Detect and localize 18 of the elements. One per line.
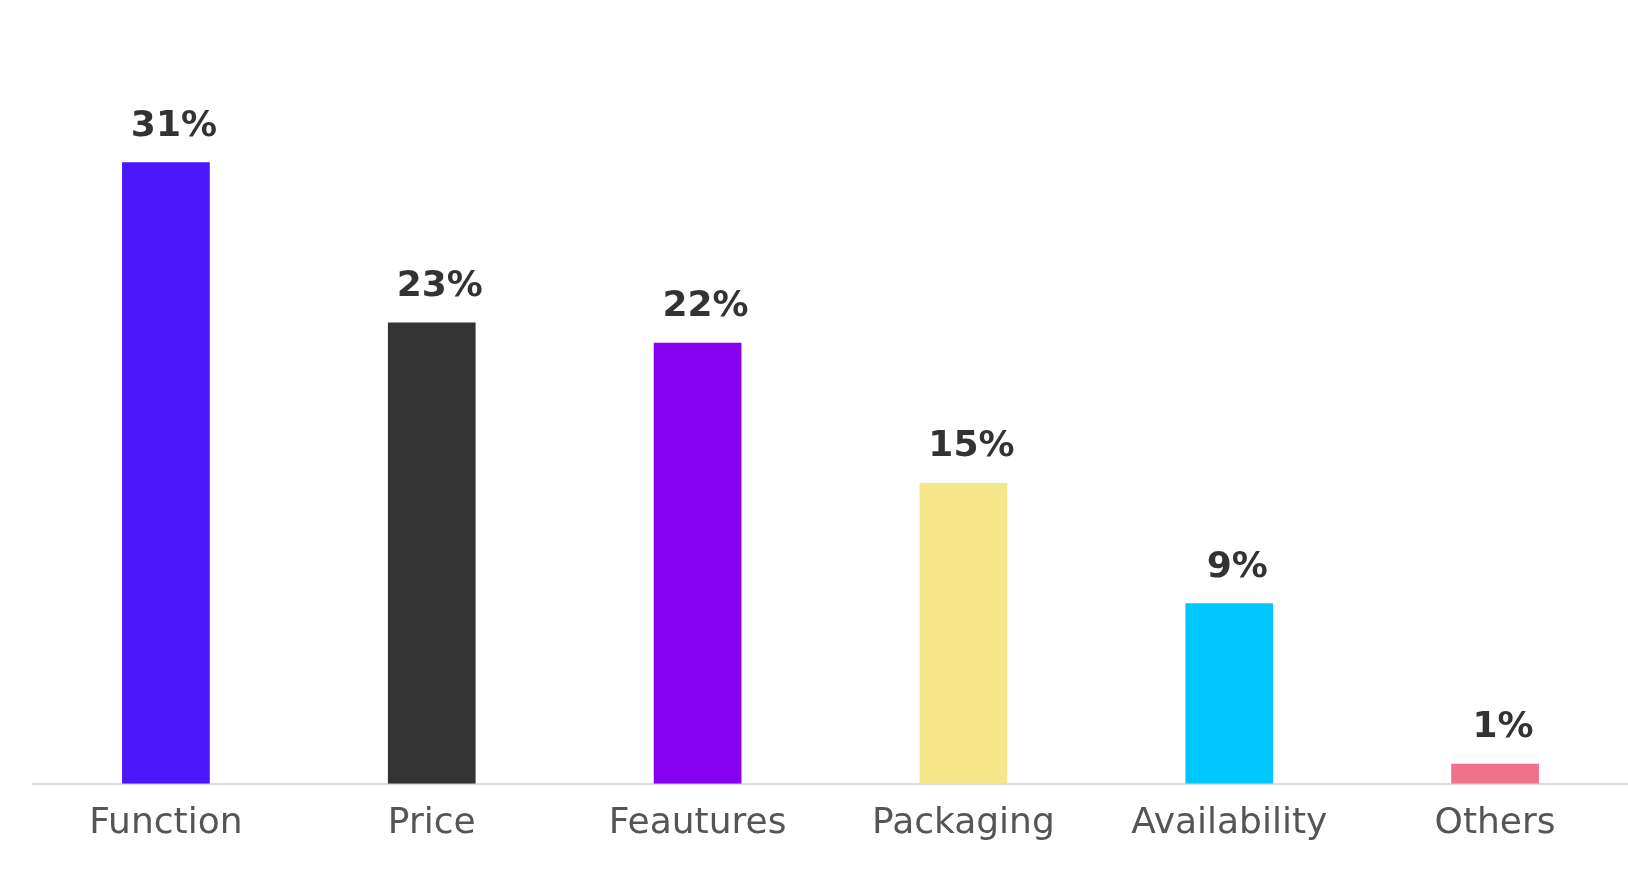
data-label: 23% [396,262,483,304]
bar [1185,603,1274,784]
x-tick-label: Price [387,799,476,841]
bar [1451,763,1539,784]
x-tick-label: Function [89,799,243,841]
data-label: 15% [928,423,1015,465]
data-label: 1% [1472,704,1534,746]
x-tick-label: Availability [1131,799,1328,841]
data-label: 31% [130,102,217,144]
bar [919,483,1008,784]
data-label: 22% [662,283,749,325]
data-label: 9% [1206,543,1268,585]
bar [387,322,476,784]
bar [122,162,210,784]
x-tick-label: Others [1434,799,1556,841]
x-tick-label: Feautures [608,799,787,841]
bar [653,342,742,784]
x-tick-label: Packaging [872,799,1055,841]
